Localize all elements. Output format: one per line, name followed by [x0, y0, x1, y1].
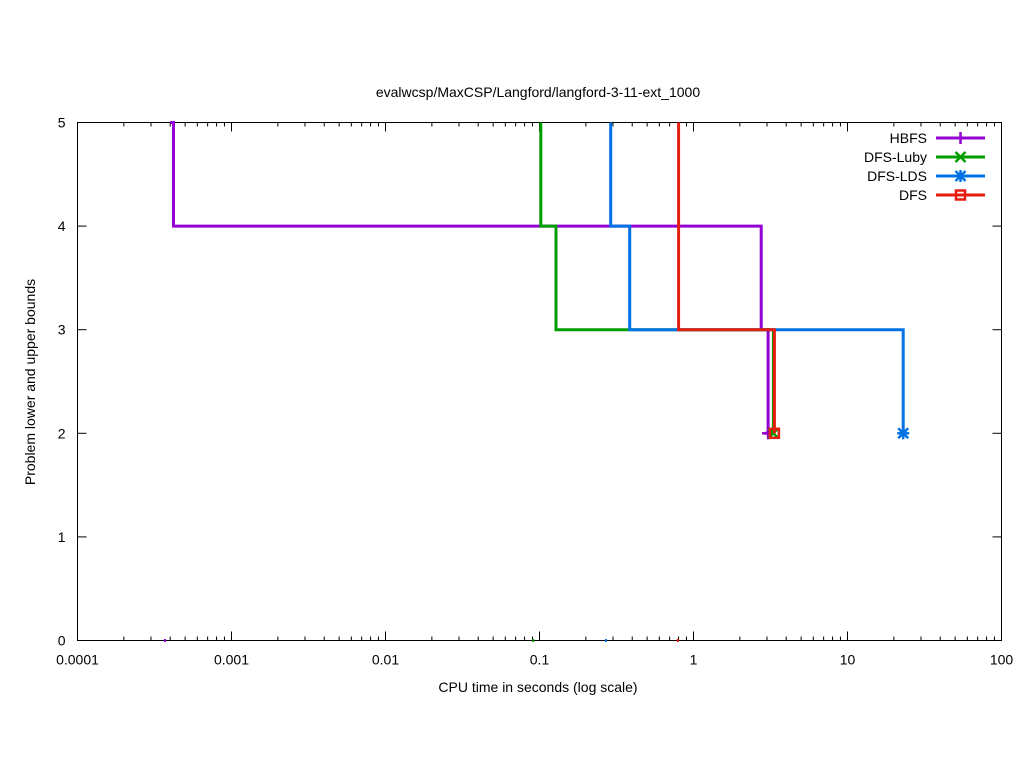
- x-axis-label: CPU time in seconds (log scale): [438, 679, 637, 695]
- axis-ticks: 0.0001 0.001 0.01 0.1 1 10 100 0 1 2 3 4 5: [56, 115, 1013, 668]
- y-tick-label: 4: [58, 218, 66, 234]
- legend-marker-dfs: [954, 189, 967, 201]
- legend-item-hbfs: HBFS: [890, 130, 985, 146]
- x-tick-label: 100: [990, 652, 1014, 668]
- legend-label-dfs-lds: DFS-LDS: [867, 168, 927, 184]
- marker-stroke: [897, 427, 910, 440]
- chart-title: evalwcsp/MaxCSP/Langford/langford-3-11-e…: [376, 84, 700, 100]
- y-axis-label: Problem lower and upper bounds: [22, 279, 38, 485]
- marker-stroke: [954, 170, 967, 182]
- legend: HBFS DFS-Luby DFS-LDS DFS: [864, 130, 985, 203]
- series-point-dfs-lds: [897, 427, 910, 440]
- marker-stroke: [768, 427, 781, 440]
- x-tick-label: 0.0001: [56, 652, 99, 668]
- x-tick-label: 0.01: [372, 652, 399, 668]
- series-line-dfs-luby: [539, 122, 775, 434]
- legend-item-dfs: DFS: [899, 187, 985, 203]
- legend-marker-hbfs: [954, 132, 967, 144]
- x-tick-label: 0.001: [214, 652, 249, 668]
- marker-stroke: [954, 151, 967, 163]
- legend-marker-dfs-luby: [954, 151, 967, 163]
- legend-label-hbfs: HBFS: [890, 130, 927, 146]
- y-tick-label: 0: [58, 633, 66, 649]
- x-tick-label: 1: [690, 652, 698, 668]
- legend-label-dfs: DFS: [899, 187, 927, 203]
- legend-item-dfs-lds: DFS-LDS: [867, 168, 985, 184]
- legend-marker-dfs-lds: [954, 170, 967, 182]
- y-tick-label: 5: [58, 115, 66, 131]
- series-dfs-lds: [604, 122, 910, 642]
- legend-item-dfs-luby: DFS-Luby: [864, 149, 985, 165]
- series-line-dfs: [677, 122, 776, 434]
- series-hbfs: [164, 121, 775, 642]
- x-tick-label: 10: [840, 652, 856, 668]
- series-layer: [164, 121, 910, 642]
- x-tick-label: 0.1: [530, 652, 550, 668]
- y-tick-label: 2: [58, 425, 66, 441]
- series-line-dfs-lds: [609, 122, 905, 434]
- series-point-dfs: [768, 427, 781, 440]
- series-dfs-luby: [532, 122, 780, 642]
- y-tick-label: 1: [58, 529, 66, 545]
- legend-label-dfs-luby: DFS-Luby: [864, 149, 927, 165]
- series-dfs: [676, 122, 781, 642]
- marker-stroke: [954, 189, 967, 201]
- series-line-hbfs: [170, 121, 770, 435]
- y-tick-label: 3: [58, 322, 66, 338]
